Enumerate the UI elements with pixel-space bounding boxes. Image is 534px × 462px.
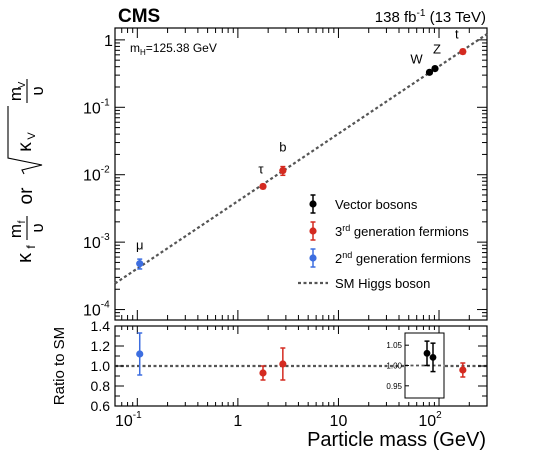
luminosity-label: 138 fb-1 (13 TeV) — [375, 8, 486, 26]
ratio-y-tick-label: 0.6 — [91, 398, 111, 414]
data-point — [136, 260, 144, 268]
ylabel-v-1: υ — [28, 223, 47, 232]
legend: Vector bosons 3rd generation fermions 2nd … — [298, 194, 471, 291]
inset-point — [429, 353, 437, 361]
y-tick-label: 10-4 — [83, 300, 110, 320]
data-point — [259, 182, 267, 191]
data-point — [459, 47, 467, 56]
ylabel-kappa-f-sub: f — [24, 245, 38, 249]
ylabel-mf: m — [6, 224, 25, 238]
x-tick-label: 10 — [330, 413, 348, 430]
x-tick-label: 1 — [233, 413, 242, 430]
experiment-label: CMS — [118, 6, 160, 27]
ratio-inset: 0.95 1.00 1.05 — [386, 332, 445, 399]
sm-higgs-line — [114, 33, 488, 368]
x-tick-label: 10-1 — [115, 410, 142, 430]
legend-marker — [309, 254, 317, 262]
point-label: W — [410, 51, 423, 66]
inset-tick-label: 1.00 — [386, 362, 402, 371]
legend-label: 2nd generation fermions — [335, 250, 471, 266]
ylabel-kappa-v: κ — [15, 142, 36, 152]
ratio-point — [259, 369, 267, 377]
ratio-y-tick-label: 1.2 — [91, 338, 111, 354]
ylabel-mv-sub: V — [17, 81, 28, 88]
legend-sm-label: SM Higgs boson — [335, 276, 430, 291]
ylabel-sqrt-sign — [7, 106, 43, 175]
ratio-y-axis-label: Ratio to SM — [51, 327, 68, 405]
inset-point — [423, 349, 431, 357]
legend-marker — [309, 200, 317, 208]
data-point — [431, 64, 439, 73]
point-label: τ — [258, 161, 264, 176]
x-axis-label: Particle mass (GeV) — [307, 429, 486, 451]
ratio-point — [279, 360, 287, 368]
legend-marker — [309, 227, 317, 235]
ratio-axis-ticks: 0.6 0.8 1.0 1.2 1.4 — [91, 318, 488, 414]
point-label: b — [279, 140, 286, 155]
ratio-y-tick-label: 1.0 — [91, 358, 111, 374]
ratio-y-tick-label: 1.4 — [91, 318, 111, 334]
ratio-point — [459, 366, 467, 374]
data-point — [425, 68, 434, 76]
ratio-point — [136, 350, 144, 358]
ylabel-v-2: υ — [28, 86, 47, 95]
x-tick-labels: 10-1 1 10 102 — [115, 410, 442, 430]
ylabel-or: or — [16, 187, 37, 205]
y-tick-label: 1 — [104, 33, 113, 50]
point-label: μ — [136, 238, 144, 253]
y-tick-label: 10-3 — [83, 232, 110, 252]
ylabel-kappa-v-sub: V — [26, 132, 38, 140]
point-label: t — [455, 27, 459, 42]
ratio-y-tick-label: 0.8 — [91, 378, 111, 394]
inset-tick-label: 0.95 — [386, 382, 402, 391]
ylabel-mf-sub: f — [17, 220, 28, 223]
legend-label: Vector bosons — [335, 197, 418, 212]
inset-tick-label: 1.05 — [386, 341, 402, 350]
ylabel-mv: m — [6, 87, 25, 101]
main-y-axis-label: κ f m f υ or κ V m V υ — [6, 79, 47, 263]
ratio-data-points — [136, 332, 467, 381]
point-label: Z — [433, 42, 441, 57]
higgs-mass-annotation: mH=125.38 GeV — [130, 41, 217, 57]
legend-label: 3rd generation fermions — [335, 223, 469, 239]
data-point — [279, 167, 287, 175]
y-tick-label: 10-1 — [83, 97, 110, 117]
x-tick-label: 102 — [418, 410, 442, 430]
main-plot-frame — [114, 27, 488, 321]
main-axis-ticks: 10-4 10-3 10-2 10-1 1 — [83, 28, 488, 321]
y-tick-label: 10-2 — [83, 165, 110, 185]
ylabel-kappa-f: κ — [14, 252, 36, 263]
